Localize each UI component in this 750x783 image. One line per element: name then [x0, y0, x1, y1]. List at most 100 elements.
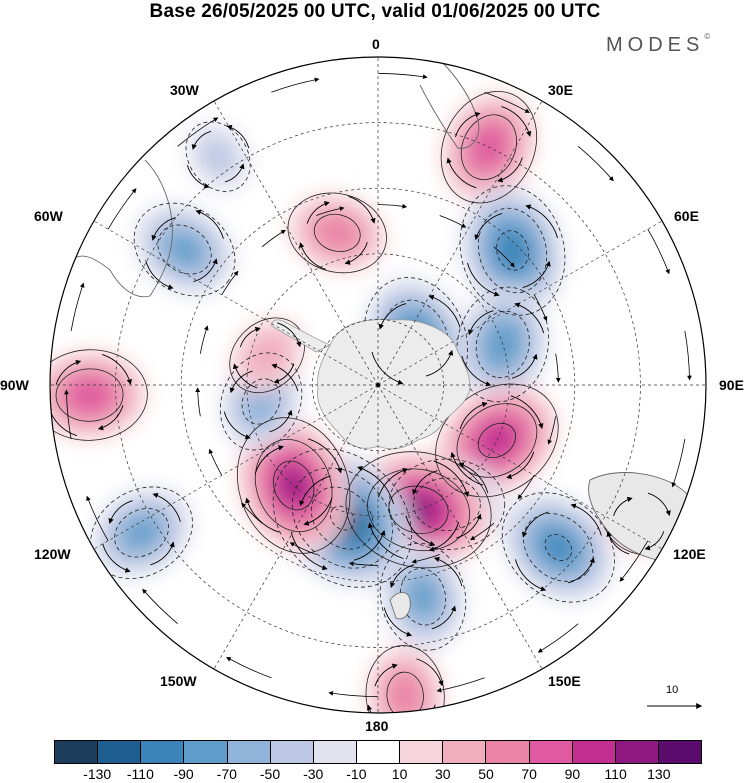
streamline-arrow [501, 106, 532, 137]
streamline-arrow [64, 389, 72, 440]
colorbar-segment [400, 741, 444, 763]
anomaly-blob [169, 235, 200, 264]
meridian-line [377, 100, 543, 386]
colorbar-segment [141, 741, 185, 763]
anomaly-contour [477, 207, 548, 294]
streamline-arrow [241, 502, 263, 524]
colorbar-tick-label: -10 [346, 766, 367, 782]
meridian-label-150w: 150W [160, 673, 197, 689]
streamline-arrow [568, 557, 595, 584]
streamline-arrow [468, 310, 494, 336]
streamline-arrow [436, 677, 485, 693]
streamline-arrow [357, 466, 394, 504]
streamline-arrow [493, 246, 515, 268]
streamline-arrow [344, 242, 368, 265]
anomaly-contour [386, 671, 424, 713]
streamline-arrow [145, 260, 174, 290]
anomaly-contour [133, 202, 236, 297]
streamline-arrow [177, 117, 219, 147]
meridian-line [213, 384, 379, 670]
anomaly-contour [50, 349, 148, 441]
meridian-line [377, 384, 663, 550]
streamline-arrow [510, 395, 544, 429]
streamline-arrow [271, 363, 299, 392]
anomaly-contour [501, 492, 615, 603]
anomaly-blob [478, 423, 516, 458]
streamline-arrow [269, 409, 293, 433]
streamline-arrow [299, 475, 331, 507]
south-america-outline [69, 159, 173, 298]
colorbar-segment [615, 741, 659, 763]
colorbar-tick-label: 10 [391, 766, 408, 782]
anomaly-blob [68, 378, 111, 412]
streamline-arrow [348, 561, 379, 567]
colorbar-tick-label: 70 [521, 766, 537, 782]
meridian-line [213, 100, 379, 386]
streamline-arrow [412, 470, 438, 495]
colorbar-tick-label: 130 [647, 766, 671, 782]
streamline-arrow [484, 91, 530, 113]
anomaly-contour [55, 368, 124, 422]
anomaly-contour [272, 448, 412, 588]
streamline-arrow [470, 522, 495, 541]
colorbar-segment [184, 741, 228, 763]
streamline-arrow [70, 282, 85, 331]
streamline-arrow [101, 354, 132, 385]
anomaly-blob [545, 534, 572, 561]
anomaly-contour [379, 542, 467, 651]
anomaly-contour [477, 422, 516, 459]
colorbar-tick-label: 50 [478, 766, 494, 782]
streamline-arrow [425, 349, 454, 377]
streamline-arrow [377, 467, 409, 498]
anomaly-contour [544, 533, 573, 561]
colorbar-segment [356, 741, 401, 763]
streamline-arrow [102, 543, 131, 573]
streamline-arrow [150, 541, 175, 566]
anomaly-contour [399, 568, 447, 626]
streamline-arrow [570, 503, 602, 536]
colorbar-segment [529, 741, 573, 763]
anomaly-blob [282, 471, 305, 500]
anomaly-contour [219, 352, 303, 451]
meridian-label-120w: 120W [34, 546, 71, 562]
streamline-arrow [195, 209, 224, 239]
brand-mark: © [704, 32, 711, 41]
anomaly-contour [459, 185, 566, 316]
streamline-arrow [428, 294, 461, 328]
anomaly-contour [291, 467, 393, 569]
meridian-line [377, 384, 543, 670]
streamline-arrow [467, 262, 500, 297]
anomaly-contour [310, 486, 374, 550]
anomaly-blob [200, 137, 236, 176]
streamline-arrow [289, 542, 317, 555]
streamline-arrow [606, 531, 630, 555]
streamline-arrow [191, 130, 212, 150]
streamline-arrow [366, 704, 394, 713]
streamline-arrow [193, 258, 218, 283]
streamline-arrow [413, 704, 436, 713]
brand-text: MODES [606, 34, 705, 56]
streamline-arrow [86, 495, 109, 541]
colorbar [54, 740, 702, 764]
new-zealand-outline [389, 592, 411, 620]
streamline-arrow [512, 353, 538, 379]
streamline-arrow [316, 206, 345, 216]
streamline-arrow [506, 451, 535, 479]
colorbar-tick-label: -90 [173, 766, 194, 782]
streamline-arrow [647, 492, 671, 517]
streamline-arrow [195, 387, 201, 417]
anomaly-contour [388, 485, 449, 534]
streamline-arrow [152, 492, 181, 523]
streamline-arrow [547, 416, 557, 445]
colorbar-tick-label: -50 [259, 766, 281, 782]
colorbar-segment [486, 741, 530, 763]
modes-logo: MODES© [606, 32, 711, 57]
meridian-line [93, 220, 379, 386]
streamline-arrow [306, 201, 330, 224]
anomaly-contour [460, 114, 517, 180]
anomaly-contour [456, 286, 550, 403]
anomaly-blob [314, 214, 361, 252]
streamline-arrow [273, 363, 295, 384]
streamline-arrow [142, 588, 178, 625]
streamline-arrow [245, 497, 280, 533]
